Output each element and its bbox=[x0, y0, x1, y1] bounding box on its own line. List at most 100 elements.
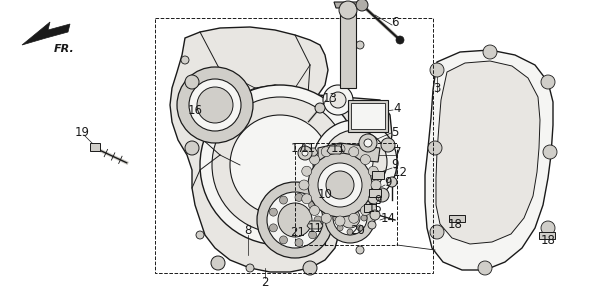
Text: 12: 12 bbox=[392, 166, 408, 178]
Bar bbox=[351, 103, 385, 129]
Text: 9: 9 bbox=[384, 176, 392, 190]
Circle shape bbox=[301, 194, 312, 204]
Circle shape bbox=[396, 36, 404, 44]
Polygon shape bbox=[372, 171, 384, 179]
Circle shape bbox=[318, 163, 362, 207]
Circle shape bbox=[356, 41, 364, 49]
Circle shape bbox=[303, 261, 317, 275]
Text: 10: 10 bbox=[317, 188, 332, 201]
Circle shape bbox=[541, 221, 555, 235]
Circle shape bbox=[360, 154, 371, 165]
Text: 5: 5 bbox=[391, 126, 399, 138]
Circle shape bbox=[430, 63, 444, 77]
Circle shape bbox=[295, 239, 303, 247]
Circle shape bbox=[310, 206, 320, 216]
Circle shape bbox=[321, 213, 331, 223]
Circle shape bbox=[335, 144, 345, 154]
Circle shape bbox=[347, 201, 353, 207]
Text: 21: 21 bbox=[290, 225, 306, 238]
Bar bbox=[348, 100, 388, 132]
Circle shape bbox=[483, 45, 497, 59]
Circle shape bbox=[270, 208, 277, 216]
Circle shape bbox=[197, 87, 233, 123]
Circle shape bbox=[357, 225, 363, 231]
Circle shape bbox=[340, 208, 360, 228]
Circle shape bbox=[326, 171, 354, 199]
Circle shape bbox=[309, 201, 317, 209]
Polygon shape bbox=[307, 221, 323, 229]
Circle shape bbox=[295, 193, 303, 201]
Circle shape bbox=[368, 221, 376, 229]
Circle shape bbox=[301, 166, 312, 176]
Circle shape bbox=[313, 120, 397, 204]
Circle shape bbox=[196, 231, 204, 239]
Text: 18: 18 bbox=[540, 234, 555, 247]
Polygon shape bbox=[327, 146, 343, 154]
Text: 19: 19 bbox=[74, 126, 90, 138]
Circle shape bbox=[212, 97, 348, 233]
Circle shape bbox=[356, 246, 364, 254]
Polygon shape bbox=[369, 189, 381, 197]
Circle shape bbox=[361, 215, 367, 221]
Circle shape bbox=[298, 146, 312, 160]
Circle shape bbox=[381, 138, 395, 152]
Text: 13: 13 bbox=[323, 92, 337, 104]
Circle shape bbox=[357, 205, 363, 211]
Text: 2: 2 bbox=[261, 275, 269, 288]
Circle shape bbox=[333, 201, 367, 235]
Circle shape bbox=[267, 192, 323, 248]
Circle shape bbox=[359, 134, 377, 152]
Circle shape bbox=[314, 216, 322, 224]
Polygon shape bbox=[436, 61, 540, 244]
Text: 17: 17 bbox=[290, 142, 306, 156]
Circle shape bbox=[337, 144, 373, 180]
Circle shape bbox=[370, 210, 380, 220]
Circle shape bbox=[387, 177, 397, 187]
Text: 11: 11 bbox=[300, 141, 316, 154]
Circle shape bbox=[211, 256, 225, 270]
Circle shape bbox=[280, 236, 287, 244]
Bar bbox=[340, 8, 356, 88]
Circle shape bbox=[428, 141, 442, 155]
Circle shape bbox=[368, 166, 378, 176]
Text: 11: 11 bbox=[307, 222, 323, 234]
Circle shape bbox=[430, 225, 444, 239]
Circle shape bbox=[278, 203, 312, 237]
Circle shape bbox=[200, 85, 360, 245]
Text: 16: 16 bbox=[188, 104, 202, 116]
Circle shape bbox=[347, 229, 353, 235]
Circle shape bbox=[321, 147, 331, 157]
Text: FR.: FR. bbox=[54, 44, 75, 54]
Circle shape bbox=[371, 180, 381, 190]
Circle shape bbox=[323, 85, 353, 115]
Circle shape bbox=[478, 261, 492, 275]
Text: 11: 11 bbox=[330, 141, 346, 154]
Circle shape bbox=[257, 182, 333, 258]
Bar bbox=[295, 143, 397, 245]
Circle shape bbox=[325, 193, 375, 243]
Circle shape bbox=[364, 139, 372, 147]
Circle shape bbox=[356, 0, 368, 11]
Polygon shape bbox=[318, 143, 380, 162]
Circle shape bbox=[310, 154, 320, 165]
Circle shape bbox=[375, 188, 389, 202]
Bar bbox=[449, 215, 465, 222]
Circle shape bbox=[333, 215, 339, 221]
Circle shape bbox=[368, 194, 378, 204]
Text: 6: 6 bbox=[391, 15, 399, 29]
Circle shape bbox=[315, 103, 325, 113]
Text: 8: 8 bbox=[244, 224, 252, 237]
Circle shape bbox=[177, 67, 253, 143]
Text: 9: 9 bbox=[391, 159, 399, 172]
Bar bbox=[90, 143, 100, 151]
Circle shape bbox=[323, 130, 387, 194]
Polygon shape bbox=[364, 204, 376, 212]
Text: 9: 9 bbox=[374, 194, 382, 206]
Circle shape bbox=[308, 153, 372, 217]
Circle shape bbox=[230, 115, 330, 215]
Polygon shape bbox=[22, 22, 70, 45]
Polygon shape bbox=[334, 2, 362, 8]
Circle shape bbox=[335, 216, 345, 226]
Circle shape bbox=[299, 180, 309, 190]
Bar bbox=[155, 18, 433, 273]
